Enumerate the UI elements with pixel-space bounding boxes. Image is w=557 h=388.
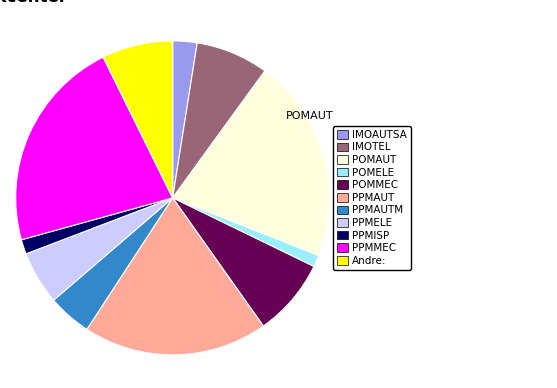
- Text: Workcenter: Workcenter: [0, 0, 68, 6]
- Wedge shape: [87, 198, 263, 355]
- Wedge shape: [53, 198, 173, 329]
- Wedge shape: [103, 41, 173, 198]
- Legend: IMOAUTSA, IMOTEL, POMAUT, POMELE, POMMEC, PPMAUT, PPMAUTM, PPMELE, PPMISP, PPMME: IMOAUTSA, IMOTEL, POMAUT, POMELE, POMMEC…: [333, 126, 411, 270]
- Wedge shape: [173, 198, 319, 267]
- Text: POMAUT: POMAUT: [286, 111, 333, 121]
- Wedge shape: [21, 198, 173, 254]
- Wedge shape: [173, 71, 330, 256]
- Wedge shape: [173, 41, 197, 198]
- Wedge shape: [173, 198, 314, 326]
- Wedge shape: [173, 43, 265, 198]
- Wedge shape: [26, 198, 173, 300]
- Wedge shape: [16, 57, 173, 240]
